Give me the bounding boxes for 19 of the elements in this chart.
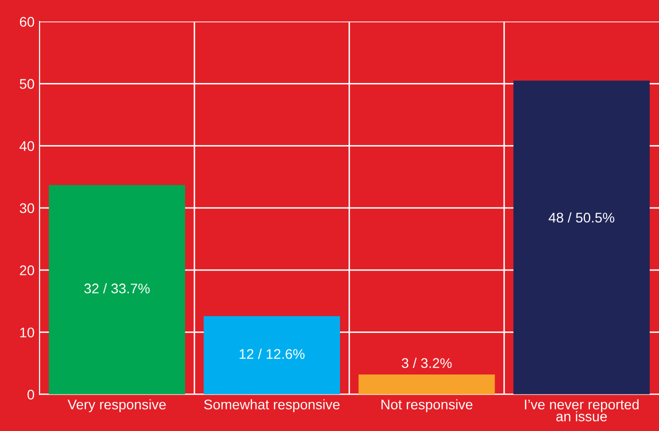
y-tick-label: 50 — [20, 79, 34, 89]
data-label: 48 / 50.5% — [548, 212, 614, 223]
x-tick-label: Very responsive — [68, 399, 166, 412]
bar — [513, 80, 650, 394]
bar — [48, 184, 186, 394]
x-tick-label: Somewhat responsive — [204, 399, 340, 412]
y-tick-label: 60 — [20, 16, 34, 27]
y-tick-label: 0 — [28, 390, 34, 400]
data-label: 12 / 12.6% — [240, 348, 305, 359]
x-tick-label: Not responsive — [382, 399, 472, 412]
x-tick-label: I’ve never reported an issue — [524, 399, 639, 422]
y-tick-label: 20 — [20, 265, 34, 276]
bar — [204, 316, 340, 394]
data-label: 3 / 3.2% — [402, 358, 452, 368]
y-tick-label: 10 — [20, 328, 34, 338]
y-tick-label: 40 — [20, 141, 34, 151]
bar — [358, 374, 495, 394]
data-label: 32 / 33.7% — [84, 283, 150, 294]
y-tick-label: 30 — [20, 203, 34, 214]
